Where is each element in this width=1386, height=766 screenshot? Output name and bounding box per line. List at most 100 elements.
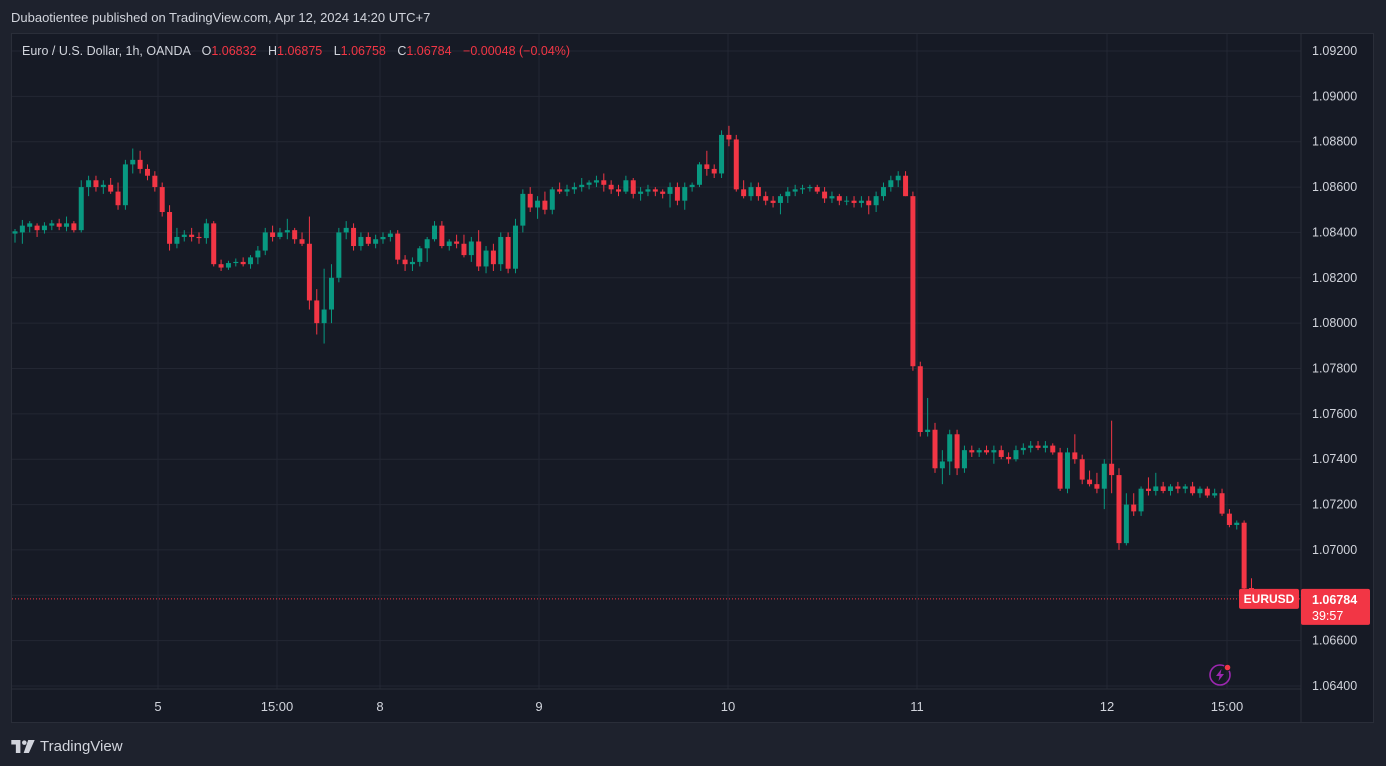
candle	[476, 230, 482, 271]
candle-body	[343, 227, 349, 233]
candle-body	[137, 159, 143, 169]
candle-body	[211, 223, 217, 265]
candle-body	[571, 187, 577, 190]
legend-change: −0.00048 (−0.04%)	[463, 44, 570, 58]
candle	[586, 180, 592, 190]
candle	[19, 219, 25, 244]
candle-body	[719, 134, 725, 174]
candle-body	[1064, 452, 1070, 489]
candle	[417, 246, 423, 267]
candle	[660, 189, 666, 199]
candle-body	[476, 241, 482, 267]
candle	[976, 447, 982, 457]
candle	[299, 232, 305, 247]
candle-body	[1160, 486, 1166, 491]
candle-body	[755, 187, 761, 197]
candle-body	[925, 429, 931, 432]
candle	[380, 232, 386, 244]
candle-body	[895, 175, 901, 181]
candle	[255, 246, 261, 265]
alert-lightning-icon[interactable]	[1209, 663, 1232, 686]
candle-body	[365, 236, 371, 244]
chart-frame[interactable]: 1.09200 1.09000 1.08800 1.08600 1.08400 1.082…	[11, 33, 1374, 723]
candle-body	[593, 180, 599, 183]
candle-body	[34, 225, 40, 231]
candle-body	[689, 184, 695, 188]
y-tick-label: 1.07200	[1312, 498, 1357, 512]
candle	[1160, 481, 1166, 494]
candle	[895, 171, 901, 188]
candle	[1006, 452, 1012, 464]
candle	[336, 227, 342, 283]
candle	[1087, 470, 1093, 487]
candle	[1079, 454, 1085, 485]
candle-body	[1168, 486, 1174, 491]
candle-body	[1087, 479, 1093, 485]
candle	[947, 429, 953, 476]
candle-body	[579, 184, 585, 188]
candle	[439, 221, 445, 249]
candle-body	[483, 250, 489, 267]
candle	[1197, 486, 1203, 498]
candle-body	[461, 243, 467, 256]
candle	[27, 221, 33, 233]
candle-body	[144, 168, 150, 176]
candle-body	[851, 200, 857, 203]
candle	[785, 187, 791, 203]
candle-body	[777, 196, 783, 203]
candle-body	[991, 450, 997, 453]
candle	[733, 134, 739, 192]
candle	[461, 234, 467, 258]
candle	[755, 182, 761, 201]
candle-body	[490, 250, 496, 265]
candle	[1057, 447, 1063, 491]
candle	[836, 193, 842, 206]
candle-body	[498, 236, 504, 265]
candle	[1145, 477, 1151, 496]
candle	[373, 234, 379, 249]
candle-body	[196, 236, 202, 239]
x-tick-label: 15:00	[1211, 699, 1244, 714]
grid-lines	[12, 34, 1301, 689]
candle	[520, 189, 526, 233]
y-tick-label: 1.08800	[1312, 135, 1357, 149]
time-axis[interactable]: 5 15:00 8 9 10 11 12 15:00	[154, 699, 1243, 714]
candle	[409, 257, 415, 271]
legend-close-label: C	[397, 44, 406, 58]
candle	[741, 180, 747, 199]
legend-low-value: 1.06758	[341, 44, 386, 58]
candle	[483, 246, 489, 274]
candle-body	[387, 233, 393, 237]
candle	[277, 227, 283, 240]
candle-body	[218, 264, 224, 268]
candle	[689, 182, 695, 192]
candle-body	[674, 187, 680, 201]
candle-body	[704, 164, 710, 169]
price-tag: EURUSD 1.06784 39:57	[1239, 588, 1370, 625]
price-axis[interactable]: 1.09200 1.09000 1.08800 1.08600 1.08400 1.082…	[1312, 44, 1357, 693]
y-tick-label: 1.06400	[1312, 679, 1357, 693]
candle	[549, 187, 555, 215]
candle-body	[446, 241, 452, 247]
candle-body	[255, 250, 261, 258]
x-tick-label: 9	[535, 699, 542, 714]
candle	[961, 445, 967, 473]
candle	[122, 159, 128, 210]
candle	[130, 148, 136, 174]
candle-body	[240, 261, 246, 265]
candle-body	[961, 450, 967, 469]
candle	[402, 255, 408, 271]
candlestick-chart[interactable]: 1.09200 1.09000 1.08800 1.08600 1.08400 1.082…	[12, 34, 1373, 722]
candle-body	[630, 180, 636, 194]
candle	[1226, 509, 1232, 528]
candle	[189, 227, 195, 242]
candle-body	[233, 261, 239, 264]
candle	[711, 164, 717, 178]
tradingview-logo[interactable]: TradingView	[11, 736, 123, 756]
candle-body	[770, 200, 776, 203]
x-tick-label: 5	[154, 699, 161, 714]
candle-body	[535, 200, 541, 208]
candle	[800, 184, 806, 194]
candle	[866, 196, 872, 215]
candle	[527, 187, 533, 213]
